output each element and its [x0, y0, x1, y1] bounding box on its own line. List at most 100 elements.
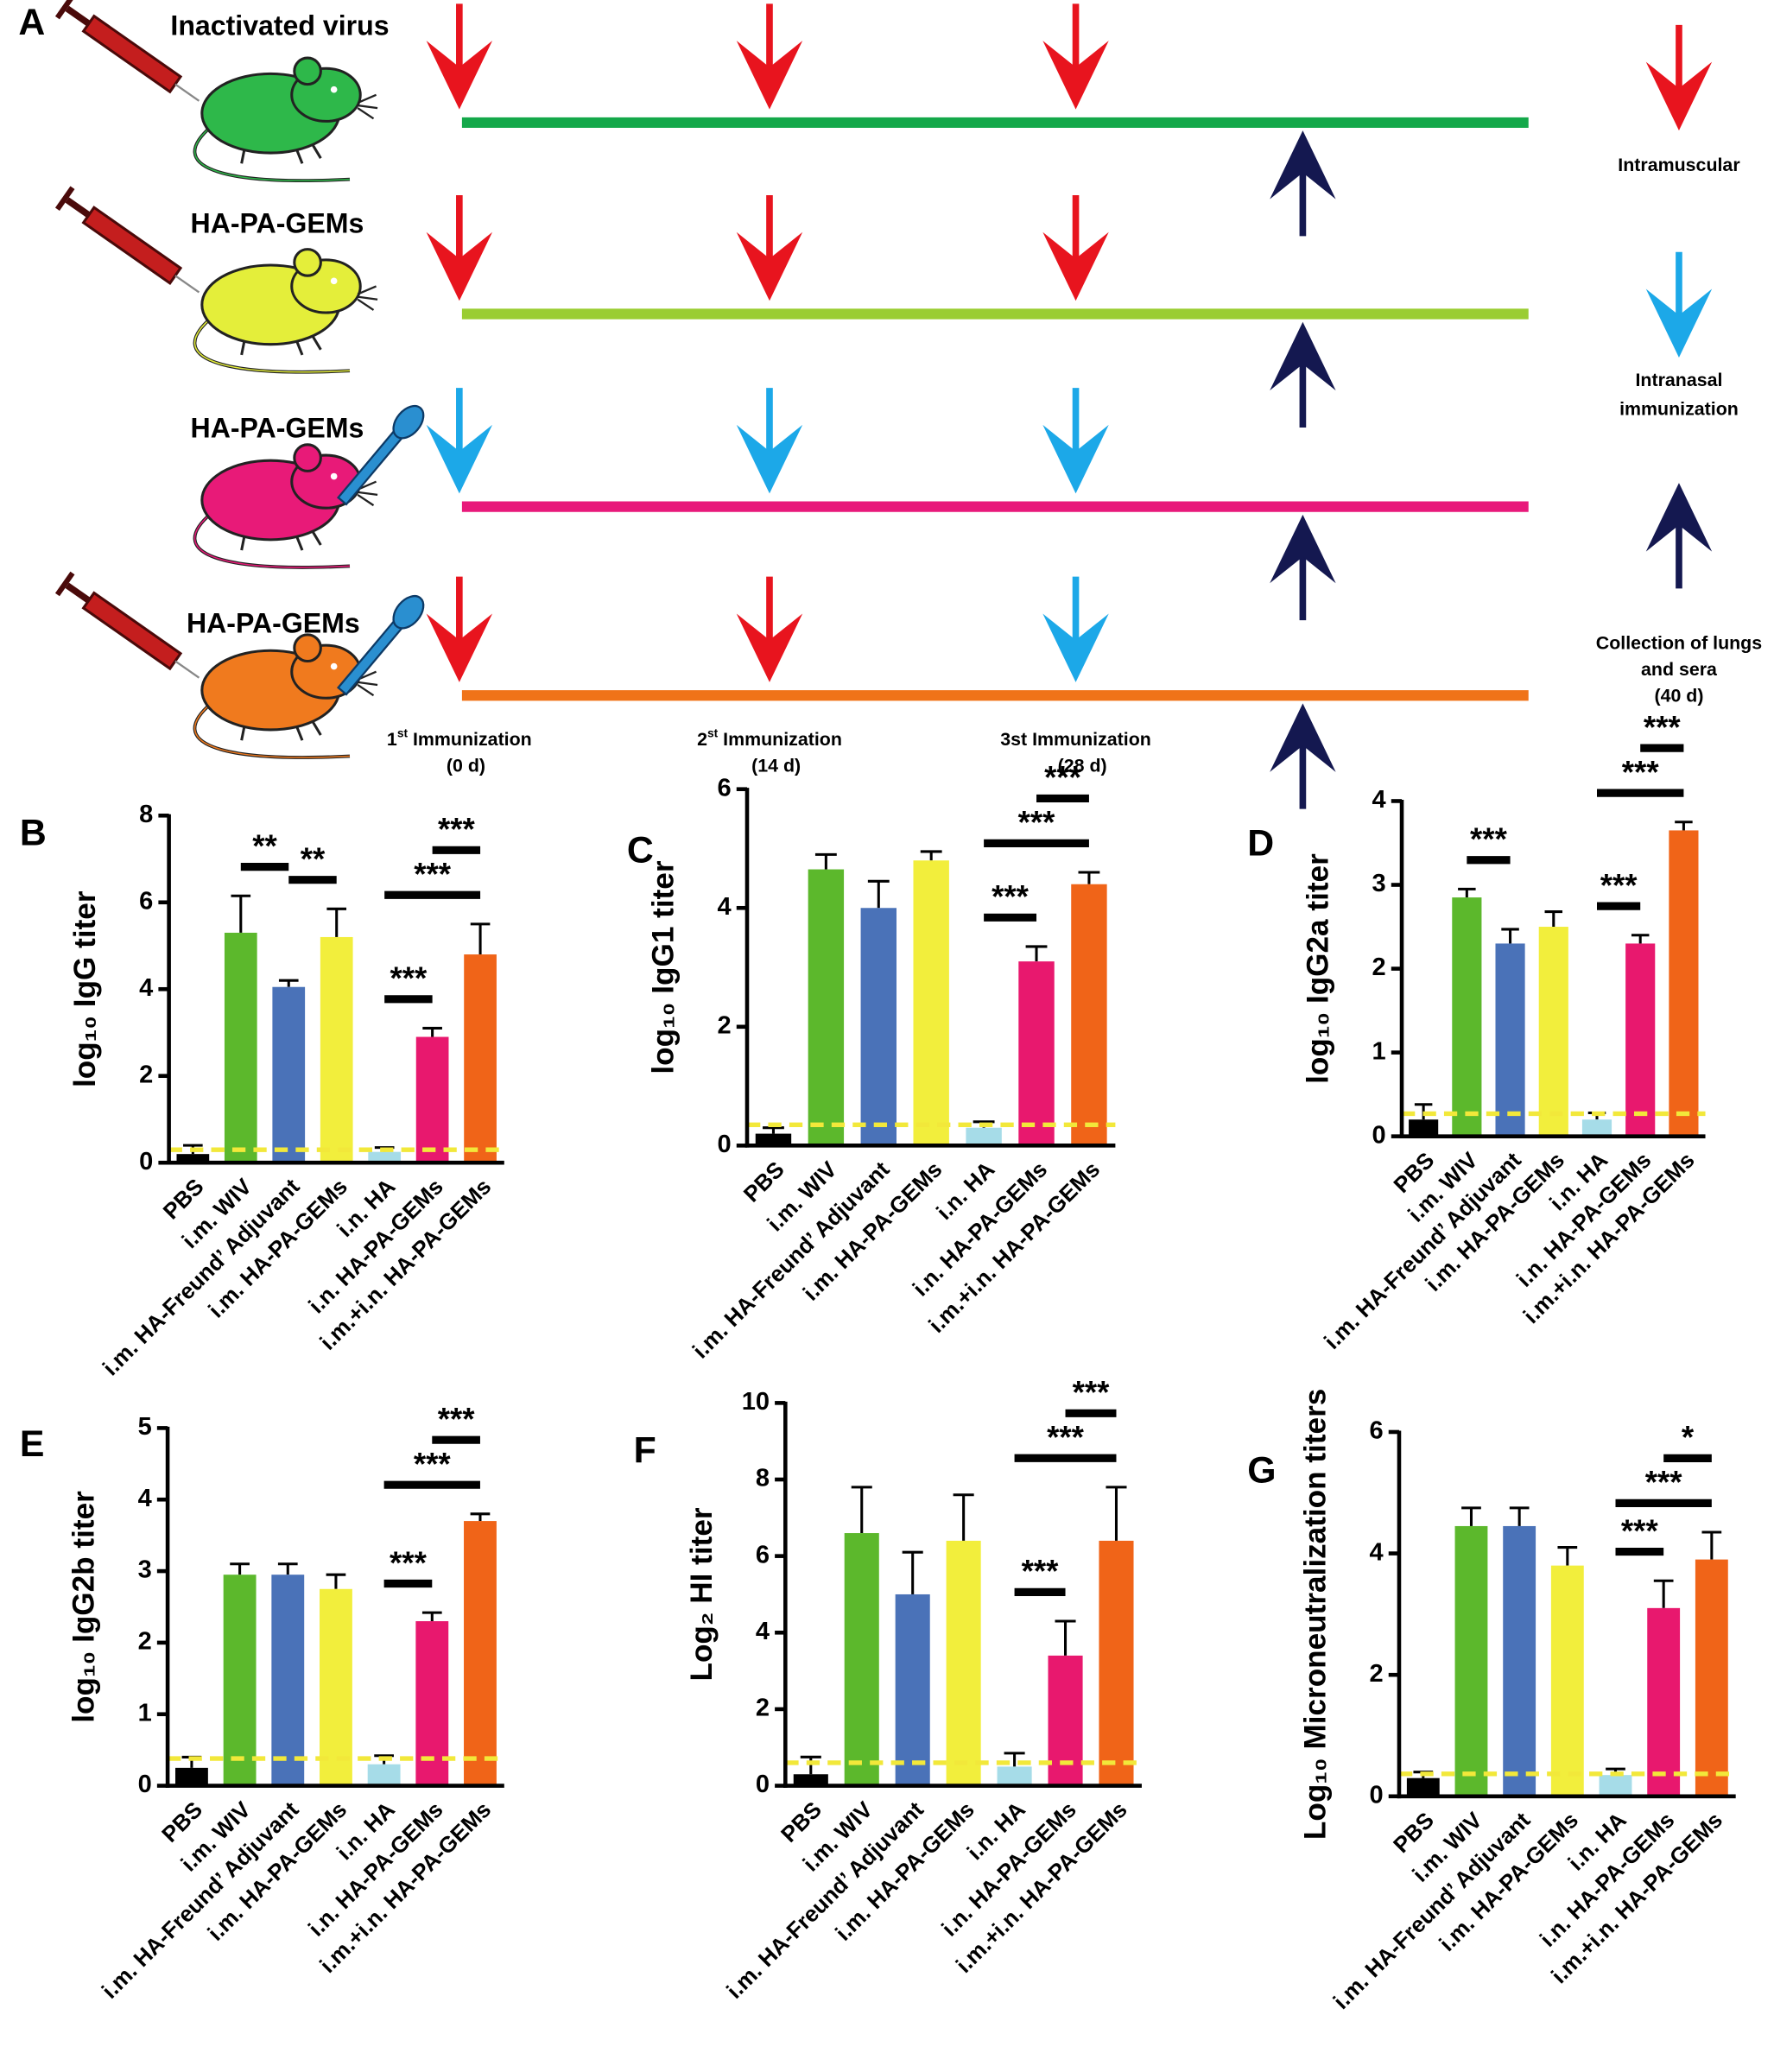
bar: [1454, 1525, 1488, 1796]
panel-letter: B: [20, 812, 47, 853]
legend-label: and sera: [1641, 659, 1718, 680]
significance-label: ***: [1622, 754, 1660, 789]
arrow: [1042, 3, 1109, 110]
bar: [793, 1774, 828, 1786]
immunization-label: 1st Immunization: [387, 726, 532, 750]
syringe-needle: [174, 660, 200, 679]
group-label: HA-PA-GEMs: [187, 608, 360, 639]
y-tick-label: 2: [138, 1628, 152, 1656]
mouse-eye: [330, 86, 338, 93]
significance-label: ***: [992, 879, 1030, 915]
arrow-head: [1042, 424, 1109, 494]
bar: [860, 908, 897, 1146]
arrow-head: [1042, 613, 1109, 682]
x-tick-label: i.m. HA-Freund’ Adjuvant: [98, 1173, 305, 1380]
syringe: [54, 0, 200, 102]
mouse-tail-color: [193, 125, 351, 181]
bar: [464, 954, 497, 1163]
panel-letter: D: [1247, 823, 1274, 865]
arrow: [736, 388, 803, 494]
significance-label: ***: [1047, 1420, 1085, 1455]
significance-label: ***: [1044, 760, 1082, 795]
bar: [174, 1767, 208, 1786]
arrow: [1042, 388, 1109, 494]
syringe: [54, 186, 200, 294]
mouse-ear: [293, 56, 322, 86]
significance-label: ***: [390, 1545, 428, 1581]
y-tick-label: 2: [1369, 1660, 1383, 1688]
y-tick-label: 1: [138, 1699, 152, 1727]
y-axis-title: log₁₀ IgG1 titer: [647, 860, 681, 1074]
bar: [272, 986, 306, 1163]
arrow-head: [426, 41, 493, 110]
arrow-head: [1270, 321, 1336, 391]
dropper-bulb: [392, 404, 425, 440]
arrow: [1270, 130, 1336, 237]
mouse-ear: [293, 633, 322, 662]
bar: [966, 1127, 1002, 1146]
panel-letter: A: [18, 2, 45, 43]
arrow: [1270, 514, 1336, 621]
significance-label: **: [252, 828, 277, 864]
y-tick-label: 0: [1372, 1121, 1386, 1149]
group-label: Inactivated virus: [170, 10, 389, 41]
significance-label: ***: [438, 812, 476, 847]
syringe: [54, 571, 200, 679]
y-tick-label: 0: [1369, 1781, 1383, 1809]
bar: [1503, 1525, 1536, 1796]
panel-letter: G: [1247, 1450, 1276, 1492]
x-tick-label: i.m. HA-Freund’ Adjuvant: [1328, 1807, 1536, 2014]
bar: [913, 860, 949, 1146]
bar: [755, 1133, 792, 1146]
arrow: [1645, 251, 1713, 358]
y-tick-label: 3: [1372, 870, 1386, 897]
dropper: [336, 594, 425, 696]
immunization-sup: st: [707, 726, 719, 739]
bar: [176, 1154, 210, 1163]
significance-label: ***: [1073, 1375, 1111, 1410]
y-tick-label: 4: [1369, 1538, 1383, 1566]
mouse-feet: [240, 144, 322, 164]
mouse-ear: [293, 443, 322, 472]
syringe-grip: [54, 571, 75, 597]
mouse-whiskers: [357, 285, 378, 311]
bar: [1071, 884, 1107, 1146]
bar: [1048, 1655, 1083, 1786]
mouse: [193, 248, 378, 374]
bar: [1452, 897, 1482, 1137]
syringe-barrel: [81, 591, 183, 671]
bar: [320, 936, 353, 1163]
bar: [1409, 1119, 1439, 1137]
dropper-bulb: [392, 594, 425, 630]
arrow-head: [426, 613, 493, 682]
legend-label: Intranasal: [1635, 370, 1722, 390]
arrow: [1042, 194, 1109, 301]
syringe-needle: [174, 83, 200, 102]
y-axis-title: log₁₀ IgG2b titer: [67, 1491, 101, 1723]
arrow-head: [736, 41, 803, 110]
significance-label: ***: [1470, 821, 1508, 857]
arrow-head: [1270, 703, 1336, 772]
syringe-needle: [174, 275, 200, 294]
immunization-label: 3st Immunization: [1000, 729, 1151, 750]
syringe-plunger: [65, 582, 91, 604]
arrow-head: [426, 231, 493, 301]
arrow: [426, 388, 493, 494]
mouse-ear: [293, 248, 322, 277]
immunization-sup: st: [397, 726, 409, 739]
syringe-plunger: [65, 5, 91, 27]
bar: [1406, 1777, 1440, 1796]
y-tick-label: 6: [756, 1541, 770, 1568]
y-axis-title: log₁₀ IgG2a titer: [1302, 853, 1335, 1084]
y-tick-label: 5: [138, 1413, 152, 1441]
y-axis-title: Log₂ HI titer: [685, 1507, 719, 1681]
arrow-head: [736, 613, 803, 682]
mouse-feet: [240, 530, 322, 551]
mouse: [193, 56, 378, 183]
arrow-head: [1042, 41, 1109, 110]
bar: [1647, 1607, 1681, 1796]
bar: [271, 1575, 305, 1786]
immunization-text: Immunization: [408, 729, 532, 750]
panel-letter: E: [20, 1423, 45, 1465]
